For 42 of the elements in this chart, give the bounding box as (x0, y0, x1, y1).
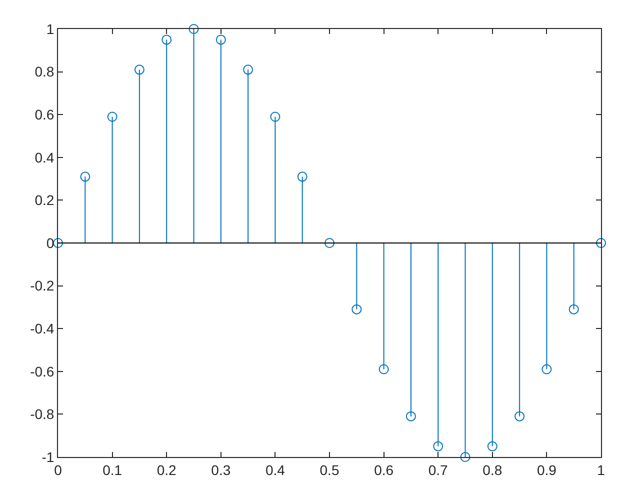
point (596, 238, 606, 248)
x-tick-label: 0.5 (320, 462, 340, 478)
point (460, 452, 470, 462)
x-tick-label: 0.1 (102, 462, 122, 478)
point (188, 24, 199, 34)
point (324, 238, 334, 248)
x-tick-label: 0.2 (156, 462, 177, 478)
x-tick-label: 0.9 (536, 462, 557, 478)
x-tick-label: 1 (597, 462, 606, 478)
y-tick-label: -0.4 (30, 320, 54, 336)
y-tick-label: 1 (46, 20, 54, 37)
point (162, 34, 172, 45)
point (378, 364, 389, 374)
point (568, 304, 579, 314)
point (270, 112, 280, 122)
point (542, 364, 552, 374)
y-tick-label: -0.8 (30, 406, 54, 422)
x-tick-label: 0.4 (265, 462, 286, 478)
point (216, 34, 226, 45)
y-tick-label: -1 (42, 448, 54, 465)
point (514, 411, 525, 422)
point (297, 172, 308, 182)
point (243, 64, 254, 75)
point (134, 64, 144, 75)
point (487, 441, 498, 452)
point (352, 304, 362, 314)
y-tick-label: -0.6 (30, 363, 54, 380)
x-tick-label: 0.6 (374, 462, 394, 478)
point (433, 441, 444, 452)
y-tick-label: 0.8 (34, 64, 54, 80)
x-tick-label: 0.7 (428, 462, 448, 478)
point (53, 238, 63, 248)
y-tick-label: -0.2 (30, 278, 54, 294)
x-tick-label: 0.8 (482, 462, 502, 478)
point (80, 172, 90, 182)
point (406, 411, 416, 422)
y-tick-label: 0 (46, 234, 54, 251)
point (107, 112, 118, 122)
y-tick-label: 0.2 (34, 192, 54, 208)
y-tick-label: 0.6 (34, 106, 54, 122)
y-tick-label: 0.4 (34, 149, 54, 166)
x-tick-label: 0.3 (211, 462, 231, 478)
